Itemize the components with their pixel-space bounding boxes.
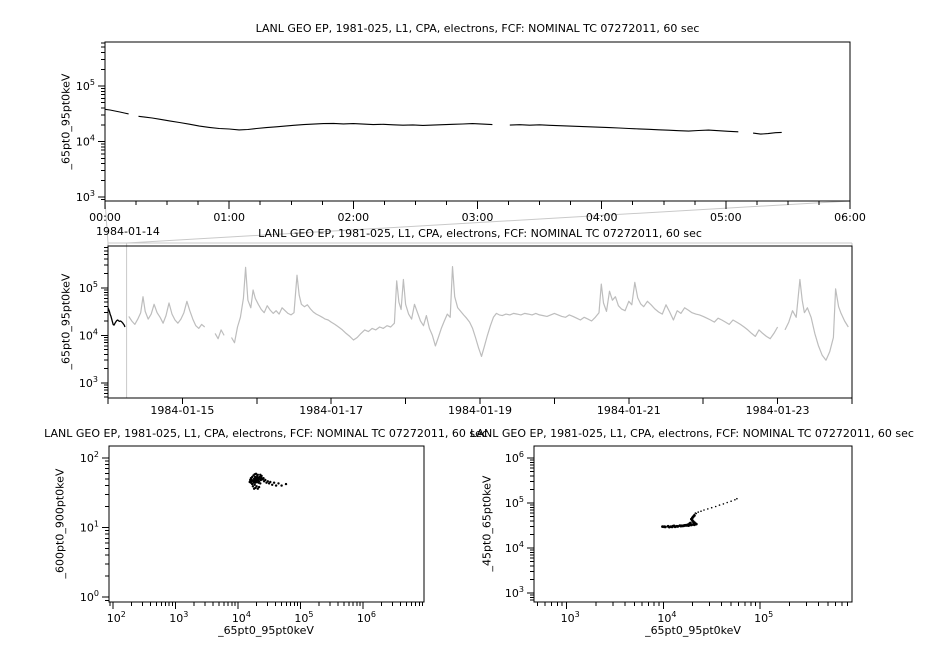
- series-overview-timeseries: [128, 266, 849, 361]
- plot3-ylabel: _600pt0_900pt0keV: [53, 468, 67, 579]
- series-top-timeseries: [104, 108, 782, 135]
- tick-label: 104: [505, 540, 524, 555]
- scatter-points-scatter-45-65: [693, 497, 738, 516]
- plot-overview-timeseries: 1984-01-15 1984-01-17 1984-01-19 1984-01-21…: [79, 245, 853, 417]
- series-overview-timeseries: [107, 307, 126, 328]
- tick-label: 104: [76, 134, 95, 149]
- scatter-points-scatter-600-900: [248, 472, 288, 490]
- tick-label: 102: [107, 610, 126, 625]
- tick-label: 105: [79, 280, 98, 295]
- tick-label: 1984-01-15: [150, 404, 214, 417]
- tick-label: 104: [79, 327, 98, 342]
- tick-label: 1984-01-23: [746, 404, 810, 417]
- tick-label: 02:00: [337, 211, 369, 224]
- tick-label: 105: [294, 610, 313, 625]
- plot3-title: LANL GEO EP, 1981-025, L1, CPA, electron…: [44, 427, 488, 440]
- tick-label: 104: [657, 610, 676, 625]
- plot-area-overview-timeseries[interactable]: [108, 246, 852, 398]
- plot4-ylabel: _45pt0_65pt0keV: [480, 475, 494, 572]
- tick-label: 1984-01-17: [299, 404, 363, 417]
- plot1-title: LANL GEO EP, 1981-025, L1, CPA, electron…: [255, 22, 700, 35]
- tick-label: 105: [754, 610, 773, 625]
- tick-label: 01:00: [213, 211, 245, 224]
- tick-label: 03:00: [462, 211, 494, 224]
- plot-scatter-600-900: 102 103 104 105 106 100 101 102: [80, 445, 425, 625]
- tick-label: 04:00: [586, 211, 618, 224]
- tick-label: 1984-01-21: [597, 404, 661, 417]
- axes-scatter-45-65: [527, 457, 849, 609]
- tick-label: 00:00: [89, 211, 121, 224]
- plot1-xaxis-date-label: 1984-01-14: [96, 225, 160, 238]
- plot-scatter-45-65: 103 104 105 103 104 105 106: [505, 445, 853, 625]
- axes-scatter-600-900: [102, 457, 424, 609]
- tick-label: 105: [76, 78, 95, 93]
- plot4-xlabel: _65pt0_95pt0keV: [645, 624, 741, 637]
- plot2-title: LANL GEO EP, 1981-025, L1, CPA, electron…: [258, 227, 702, 240]
- tick-label: 103: [169, 610, 188, 625]
- tick-label: 1984-01-19: [448, 404, 512, 417]
- plot-area-scatter-45-65[interactable]: [534, 446, 852, 602]
- plot1-ylabel: _65pt0_95pt0keV: [59, 73, 73, 170]
- tick-label: 102: [80, 450, 99, 465]
- tick-label: 106: [357, 610, 376, 625]
- tick-label: 105: [505, 495, 524, 510]
- plot2-ylabel: _65pt0_95pt0keV: [59, 273, 73, 370]
- scatter-points-scatter-45-65: [661, 514, 698, 529]
- axes-top-timeseries: [98, 42, 851, 209]
- axes-overview-timeseries: [101, 247, 853, 404]
- tick-label: 106: [505, 450, 524, 465]
- tick-label: 06:00: [834, 211, 866, 224]
- plot4-title: LANL GEO EP, 1981-025, L1, CPA, electron…: [470, 427, 914, 440]
- tick-label: 05:00: [710, 211, 742, 224]
- plot-area-top-timeseries[interactable]: [105, 42, 850, 201]
- tick-label: 101: [80, 519, 99, 534]
- tick-label: 103: [76, 189, 95, 204]
- tick-label: 103: [505, 585, 524, 600]
- context-connector-right: [126, 200, 851, 244]
- plot3-xlabel: _65pt0_95pt0keV: [218, 624, 314, 637]
- plot-top-timeseries: 00:00 01:00 02:00 03:00 04:00 05:00 06:00 103 10…: [76, 41, 866, 224]
- plot-area-scatter-600-900[interactable]: [109, 446, 424, 602]
- tick-label: 104: [232, 610, 251, 625]
- tick-label: 100: [80, 589, 99, 604]
- tick-label: 103: [79, 375, 98, 390]
- tick-label: 103: [561, 610, 580, 625]
- plot-frame: [108, 445, 425, 603]
